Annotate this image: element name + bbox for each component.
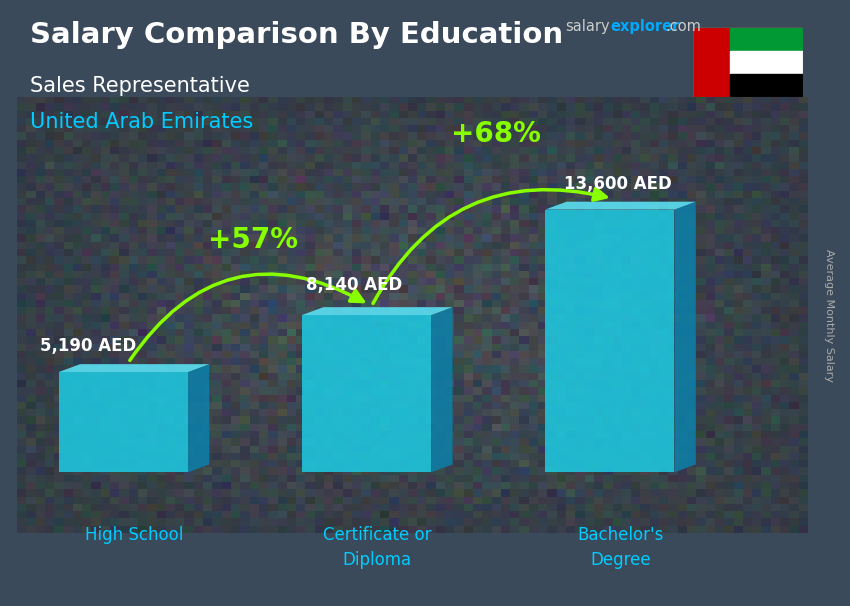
- Bar: [693, 27, 729, 97]
- Text: 5,190 AED: 5,190 AED: [40, 337, 136, 355]
- Polygon shape: [302, 307, 452, 315]
- Polygon shape: [59, 372, 188, 472]
- Bar: [729, 27, 803, 51]
- Text: salary: salary: [565, 19, 609, 35]
- Text: Salary Comparison By Education: Salary Comparison By Education: [30, 21, 563, 49]
- Text: Certificate or
Diploma: Certificate or Diploma: [323, 526, 432, 569]
- Polygon shape: [59, 364, 209, 372]
- Text: .com: .com: [666, 19, 701, 35]
- Text: United Arab Emirates: United Arab Emirates: [30, 112, 253, 132]
- Polygon shape: [302, 315, 431, 472]
- Text: +68%: +68%: [450, 120, 541, 148]
- Bar: [729, 73, 803, 97]
- Bar: [729, 51, 803, 73]
- Text: explorer: explorer: [610, 19, 680, 35]
- Polygon shape: [431, 307, 452, 472]
- Polygon shape: [188, 364, 209, 472]
- Text: +57%: +57%: [207, 225, 298, 253]
- Text: 13,600 AED: 13,600 AED: [564, 175, 672, 193]
- Text: High School: High School: [85, 526, 184, 544]
- Text: 8,140 AED: 8,140 AED: [306, 276, 402, 295]
- Text: Average Monthly Salary: Average Monthly Salary: [824, 248, 834, 382]
- Polygon shape: [675, 202, 696, 472]
- Text: Bachelor's
Degree: Bachelor's Degree: [577, 526, 664, 569]
- Text: Sales Representative: Sales Representative: [30, 76, 250, 96]
- Polygon shape: [545, 202, 696, 210]
- Polygon shape: [545, 210, 675, 472]
